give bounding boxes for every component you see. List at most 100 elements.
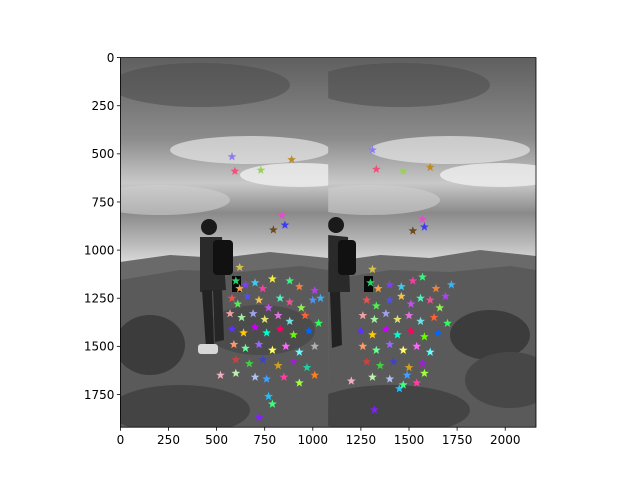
star-point-61 — [310, 370, 320, 379]
star-point-96 — [429, 312, 439, 322]
star-point-3 — [287, 155, 297, 164]
right-photo-panel — [328, 63, 537, 428]
star-point-105 — [358, 341, 368, 351]
star-point-8 — [231, 276, 241, 285]
star-point-118 — [385, 374, 395, 383]
star-point-7 — [235, 262, 245, 272]
star-point-86 — [406, 299, 416, 308]
star-point-46 — [281, 341, 291, 351]
star-point-1 — [230, 166, 240, 175]
star-point-21 — [254, 295, 264, 304]
star-point-99 — [368, 330, 377, 339]
star-point-40 — [289, 330, 298, 339]
star-point-55 — [216, 370, 225, 379]
star-point-14 — [285, 276, 295, 285]
star-point-107 — [385, 339, 395, 349]
x-tick-label: 0 — [117, 433, 125, 447]
star-point-39 — [275, 324, 285, 333]
star-point-82 — [362, 295, 372, 304]
star-point-51 — [258, 355, 268, 364]
photo-background — [120, 57, 537, 428]
star-point-47 — [294, 347, 304, 356]
star-point-26 — [308, 295, 318, 304]
star-point-62 — [264, 391, 273, 401]
star-point-103 — [420, 332, 429, 341]
x-tick-label: 1500 — [394, 433, 425, 447]
star-point-0 — [227, 152, 237, 161]
star-point-32 — [285, 316, 295, 326]
star-point-72 — [368, 264, 377, 274]
star-point-6 — [268, 225, 278, 234]
star-point-48 — [310, 341, 320, 351]
star-point-102 — [406, 326, 416, 335]
x-axis: 0 250 500 750 1000 1250 1500 1750 2000 — [117, 427, 521, 447]
star-point-13 — [268, 274, 277, 283]
star-point-122 — [395, 384, 404, 393]
star-point-15 — [294, 282, 304, 291]
star-point-22 — [264, 303, 273, 312]
star-point-100 — [381, 324, 391, 333]
star-point-63 — [268, 399, 277, 408]
star-point-29 — [248, 309, 258, 318]
x-tick-label: 750 — [253, 433, 276, 447]
star-point-93 — [393, 314, 402, 324]
star-point-9 — [235, 284, 245, 293]
x-tick-label: 500 — [205, 433, 228, 447]
star-point-18 — [227, 293, 237, 302]
y-tick-label: 0 — [107, 51, 115, 65]
star-point-121 — [420, 368, 429, 378]
star-point-59 — [279, 372, 289, 381]
star-point-25 — [296, 303, 306, 312]
star-point-60 — [294, 378, 304, 387]
star-point-34 — [314, 318, 323, 327]
x-tick-label: 2000 — [490, 433, 521, 447]
y-axis: 0 250 500 750 1000 1250 1500 1750 — [84, 51, 121, 402]
star-point-108 — [398, 345, 408, 354]
star-point-54 — [302, 362, 312, 372]
star-point-123 — [398, 380, 408, 389]
star-point-78 — [418, 272, 427, 281]
star-point-28 — [237, 312, 246, 322]
star-point-119 — [402, 370, 412, 379]
star-point-16 — [310, 285, 320, 295]
star-point-71 — [408, 226, 418, 235]
star-point-27 — [225, 309, 235, 318]
star-point-120 — [412, 378, 422, 387]
star-point-104 — [433, 328, 443, 337]
y-tick-label: 1750 — [84, 388, 115, 402]
star-point-10 — [241, 280, 250, 289]
star-point-116 — [346, 376, 356, 385]
star-point-77 — [408, 276, 418, 285]
star-point-97 — [443, 318, 452, 327]
star-point-37 — [250, 322, 260, 331]
star-point-87 — [416, 293, 425, 302]
star-point-57 — [250, 372, 260, 381]
star-point-89 — [435, 303, 445, 312]
star-point-41 — [304, 326, 314, 335]
star-point-98 — [356, 326, 366, 335]
star-point-74 — [373, 284, 383, 293]
star-point-11 — [250, 278, 260, 287]
star-point-31 — [273, 310, 283, 320]
star-point-69 — [418, 214, 427, 224]
star-point-33 — [300, 310, 310, 320]
star-point-79 — [431, 284, 441, 293]
star-point-85 — [396, 291, 406, 301]
x-tick-label: 1250 — [346, 433, 377, 447]
star-point-58 — [262, 374, 271, 383]
star-point-56 — [231, 368, 241, 378]
y-tick-label: 250 — [91, 99, 114, 113]
star-point-91 — [370, 314, 379, 324]
star-point-80 — [441, 291, 450, 301]
x-tick-label: 1750 — [442, 433, 473, 447]
star-point-24 — [285, 297, 295, 306]
star-point-30 — [260, 314, 270, 324]
star-point-83 — [371, 301, 381, 310]
star-point-73 — [366, 278, 375, 287]
star-point-66 — [371, 164, 381, 173]
star-point-112 — [375, 361, 385, 370]
star-point-115 — [418, 359, 427, 368]
star-point-64 — [254, 412, 264, 422]
star-point-44 — [254, 339, 264, 349]
